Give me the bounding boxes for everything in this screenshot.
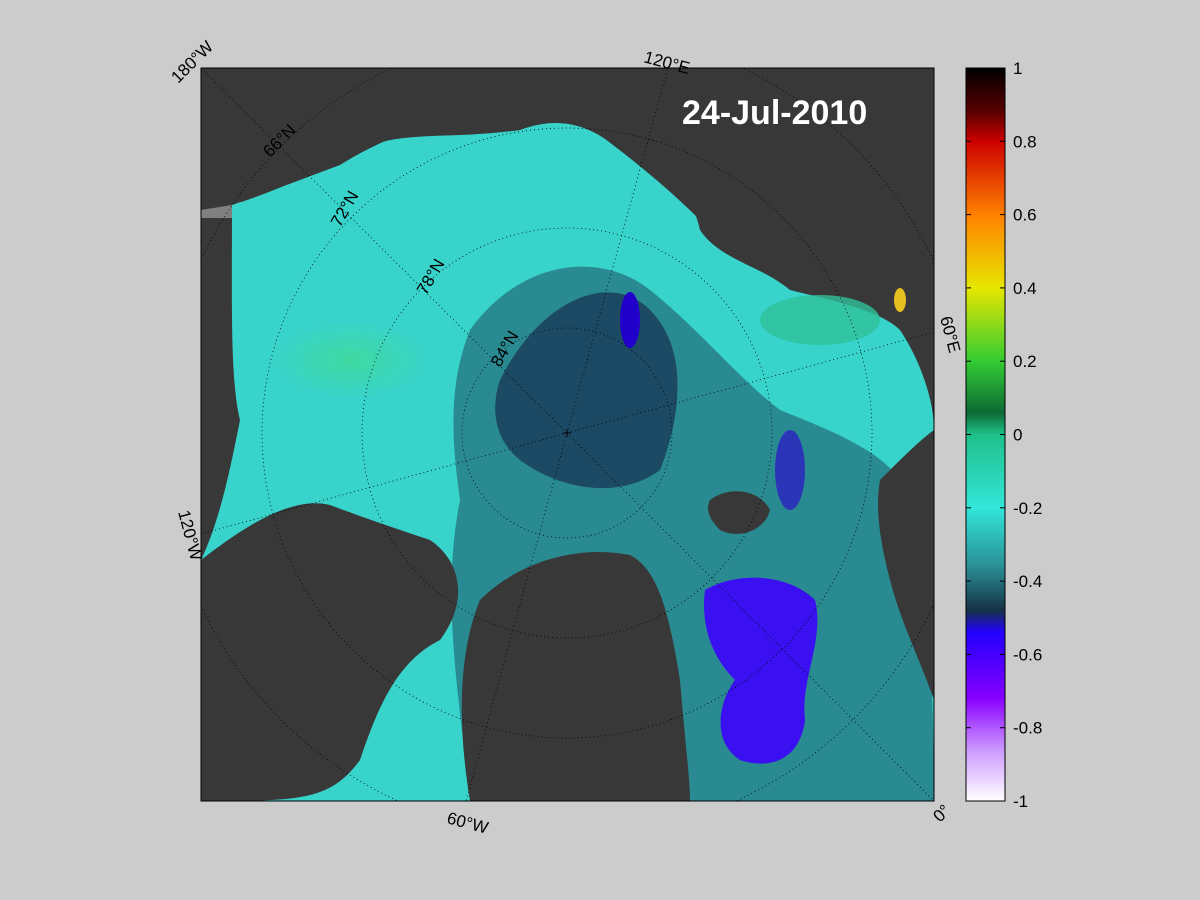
ocean-green-patch <box>270 320 430 400</box>
ocean-blue-patch <box>620 292 640 348</box>
colorbar-tick-label: -1 <box>1013 792 1028 811</box>
ocean-warm-spot <box>894 288 906 312</box>
meridian-line <box>201 432 568 535</box>
ocean-blue-patch <box>704 577 818 764</box>
colorbar-tick-label: 1 <box>1013 59 1022 78</box>
colorbar: 1 0.8 0.6 0.4 0.2 0 -0.2 -0.4 -0.6 -0.8 -1 <box>965 59 1042 811</box>
colorbar-tick-label: -0.2 <box>1013 499 1042 518</box>
colorbar-tick-label: 0 <box>1013 426 1022 445</box>
ocean-blue-patch <box>775 430 805 510</box>
canadian-archipelago-land <box>201 503 459 801</box>
pole-marker <box>563 429 571 437</box>
siberia-land <box>201 68 934 260</box>
colorbar-tick-label: -0.4 <box>1013 572 1042 591</box>
longitude-label-0: 0° <box>929 801 954 826</box>
longitude-label-60w: 60°W <box>445 809 490 838</box>
colorbar-tick-label: 0.4 <box>1013 279 1037 298</box>
colorbar-tick-label: 0.6 <box>1013 206 1037 225</box>
svalbard-land <box>708 491 770 534</box>
colorbar-fill <box>965 67 1006 802</box>
graticule <box>201 68 934 801</box>
colorbar-tick-label: -0.8 <box>1013 719 1042 738</box>
scandinavia-land <box>878 430 934 700</box>
colorbar-ticks: 1 0.8 0.6 0.4 0.2 0 -0.2 -0.4 -0.6 -0.8 -1 <box>966 59 1042 811</box>
date-label: 24-Jul-2010 <box>682 94 867 132</box>
latitude-circle-78 <box>361 227 773 639</box>
map-frame <box>200 67 935 802</box>
greenland-land <box>461 552 690 801</box>
latitude-circle-84 <box>461 327 673 539</box>
colorbar-tick-label: 0.8 <box>1013 132 1037 151</box>
colorbar-tick-label: 0.2 <box>1013 352 1037 371</box>
colorbar-tick-label: -0.6 <box>1013 645 1042 664</box>
ocean-green-patch <box>760 295 880 345</box>
map-panel <box>201 68 934 801</box>
latitude-circle-72 <box>261 127 873 739</box>
longitude-label-60e: 60°E <box>936 314 964 355</box>
